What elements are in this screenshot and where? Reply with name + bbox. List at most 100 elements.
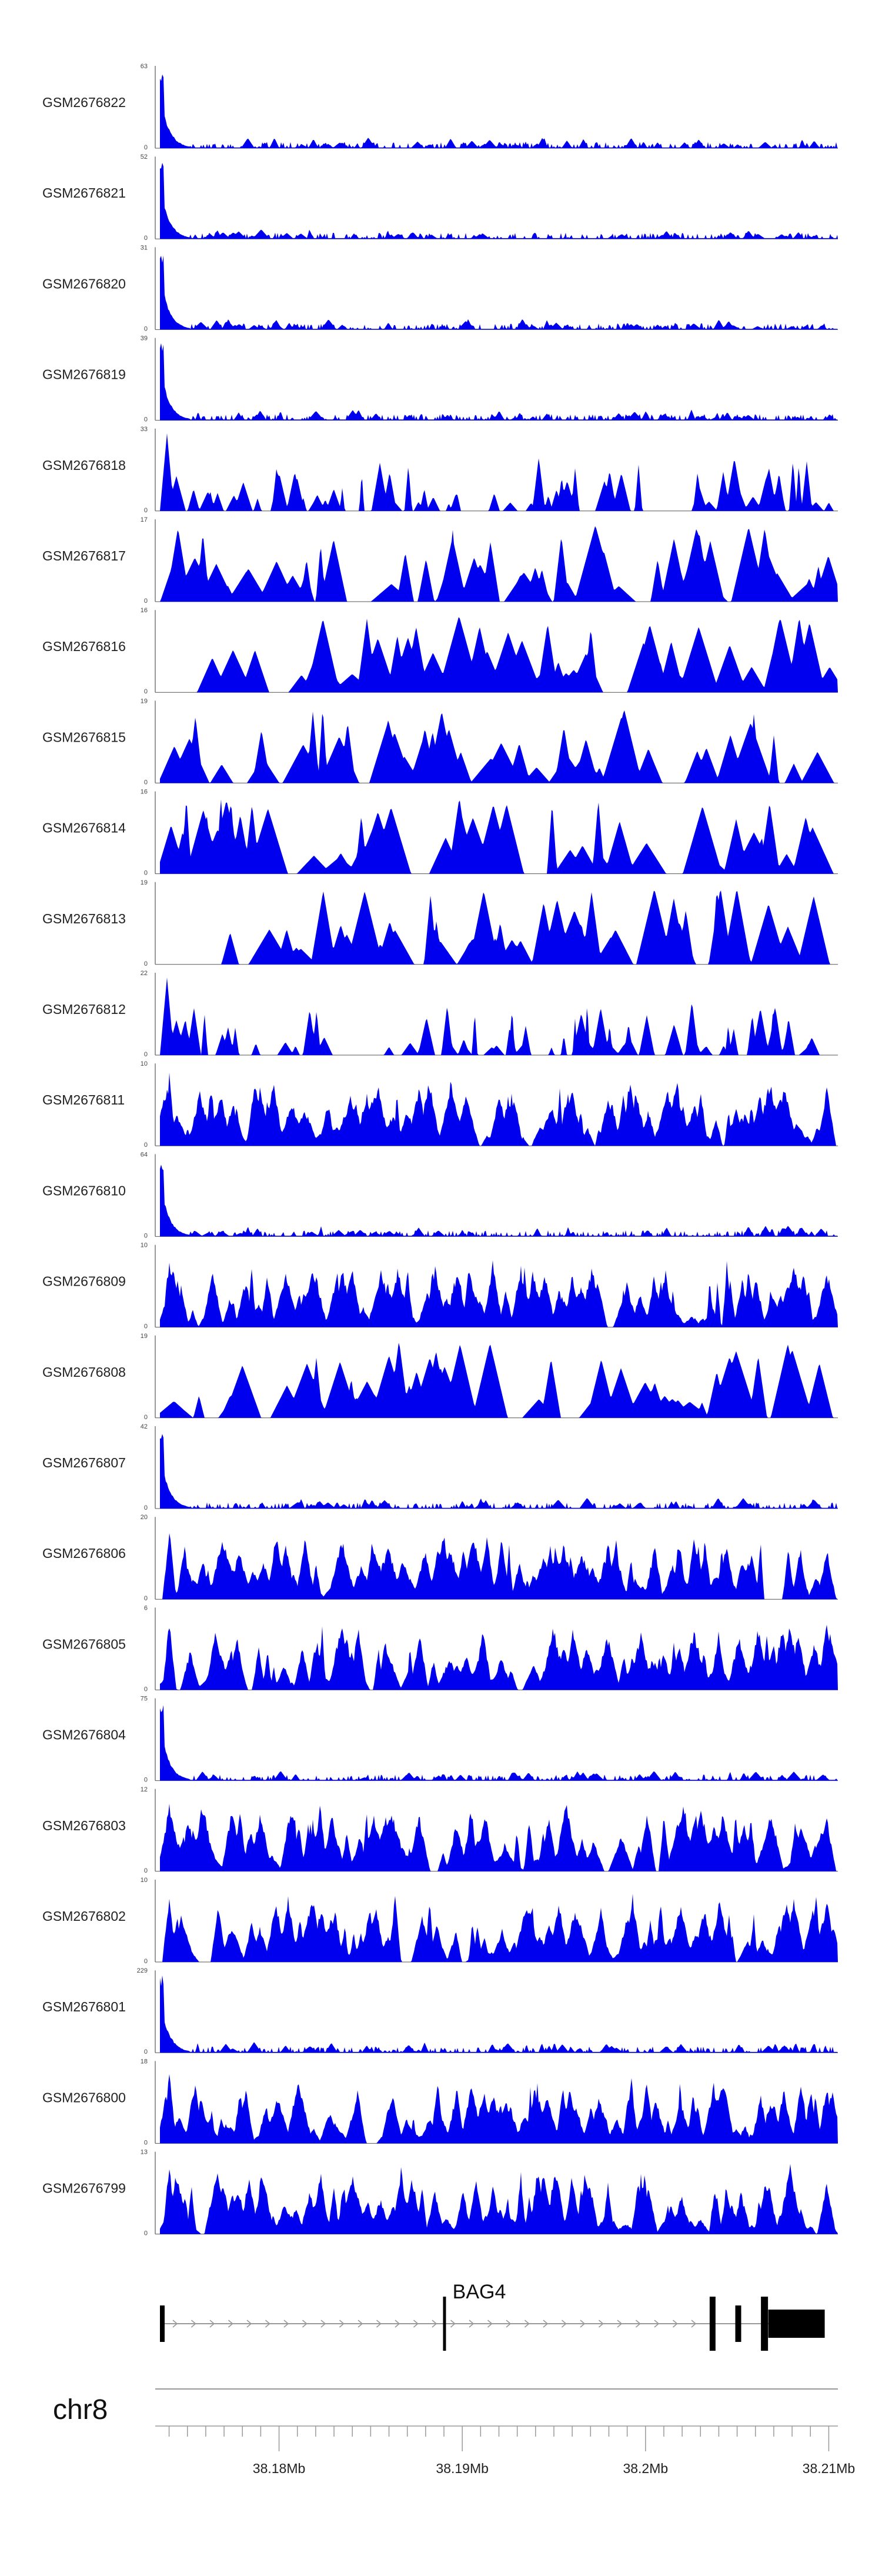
y-max-label: 10 bbox=[141, 1242, 148, 1249]
track-GSM2676812: GSM2676812 22 0 bbox=[42, 970, 838, 1058]
strand-arrow bbox=[506, 2320, 512, 2328]
y-min-label: 0 bbox=[144, 325, 148, 332]
y-max-label: 64 bbox=[141, 1151, 148, 1158]
y-max-label: 33 bbox=[141, 426, 148, 433]
y-min-label: 0 bbox=[144, 2139, 148, 2146]
track-GSM2676822: GSM2676822 63 0 bbox=[42, 63, 838, 151]
strand-arrow bbox=[283, 2320, 289, 2328]
coverage-area bbox=[160, 1975, 838, 2053]
y-min-label: 0 bbox=[144, 416, 148, 423]
gene-exon bbox=[160, 2305, 165, 2342]
strand-arrow bbox=[654, 2320, 660, 2328]
y-max-label: 6 bbox=[144, 1604, 148, 1611]
strand-arrow bbox=[376, 2320, 382, 2328]
track-GSM2676800: GSM2676800 18 0 bbox=[42, 2058, 838, 2146]
y-max-label: 12 bbox=[141, 1786, 148, 1793]
track-GSM2676802: GSM2676802 10 0 bbox=[42, 1877, 838, 1965]
track-label: GSM2676807 bbox=[42, 1455, 126, 1470]
coverage-area bbox=[160, 1894, 838, 1962]
tick-label: 38.21Mb bbox=[803, 2461, 856, 2476]
y-min-label: 0 bbox=[144, 2230, 148, 2237]
track-label: GSM2676801 bbox=[42, 1999, 126, 2014]
track-label: GSM2676817 bbox=[42, 548, 126, 563]
y-min-label: 0 bbox=[144, 1777, 148, 1784]
y-max-label: 39 bbox=[141, 335, 148, 342]
y-max-label: 42 bbox=[141, 1423, 148, 1430]
track-label: GSM2676822 bbox=[42, 95, 126, 110]
y-min-label: 0 bbox=[144, 1414, 148, 1421]
track-GSM2676799: GSM2676799 13 0 bbox=[42, 2149, 838, 2237]
tick-label: 38.2Mb bbox=[623, 2461, 668, 2476]
y-min-label: 0 bbox=[144, 235, 148, 242]
y-max-label: 19 bbox=[141, 1333, 148, 1340]
y-min-label: 0 bbox=[144, 1595, 148, 1602]
track-GSM2676808: GSM2676808 19 0 bbox=[42, 1333, 838, 1421]
y-max-label: 16 bbox=[141, 607, 148, 614]
track-label: GSM2676799 bbox=[42, 2181, 126, 2196]
bag4-gene-model bbox=[160, 2297, 825, 2351]
strand-arrow bbox=[561, 2320, 567, 2328]
coverage-area bbox=[160, 2164, 838, 2234]
gene-exon bbox=[443, 2297, 446, 2351]
track-GSM2676804: GSM2676804 75 0 bbox=[42, 1696, 838, 1784]
gene-exon bbox=[709, 2297, 716, 2351]
strand-arrow bbox=[246, 2320, 252, 2328]
track-GSM2676815: GSM2676815 19 0 bbox=[42, 698, 838, 786]
y-max-label: 229 bbox=[137, 1967, 148, 1974]
strand-arrow bbox=[672, 2320, 678, 2328]
y-max-label: 52 bbox=[141, 154, 148, 161]
strand-arrow bbox=[413, 2320, 419, 2328]
coverage-area bbox=[160, 74, 838, 148]
strand-arrow bbox=[598, 2320, 604, 2328]
coverage-area bbox=[160, 433, 838, 511]
track-GSM2676820: GSM2676820 31 0 bbox=[42, 244, 838, 332]
track-label: GSM2676820 bbox=[42, 276, 126, 291]
track-label: GSM2676802 bbox=[42, 1908, 126, 1924]
track-label: GSM2676809 bbox=[42, 1274, 126, 1289]
coverage-area bbox=[160, 1434, 838, 1509]
y-max-label: 10 bbox=[141, 1877, 148, 1884]
y-max-label: 31 bbox=[141, 244, 148, 251]
strand-arrow bbox=[617, 2320, 623, 2328]
coverage-area bbox=[160, 1343, 838, 1418]
strand-arrow bbox=[320, 2320, 326, 2328]
track-label: GSM2676821 bbox=[42, 185, 126, 201]
track-label: GSM2676811 bbox=[42, 1092, 125, 1107]
coverage-area bbox=[160, 617, 838, 693]
track-label: GSM2676812 bbox=[42, 1002, 126, 1017]
strand-arrow bbox=[469, 2320, 475, 2328]
track-label: GSM2676808 bbox=[42, 1364, 126, 1380]
tick-label: 38.18Mb bbox=[253, 2461, 306, 2476]
y-max-label: 22 bbox=[141, 970, 148, 977]
gene-track: BAG4 bbox=[160, 2281, 825, 2351]
track-GSM2676819: GSM2676819 39 0 bbox=[42, 335, 838, 423]
y-min-label: 0 bbox=[144, 598, 148, 605]
track-GSM2676805: GSM2676805 6 0 bbox=[42, 1604, 838, 1693]
y-min-label: 0 bbox=[144, 1051, 148, 1058]
y-min-label: 0 bbox=[144, 960, 148, 967]
coverage-area bbox=[160, 890, 838, 965]
coverage-area bbox=[160, 343, 838, 421]
coverage-area bbox=[160, 1260, 838, 1327]
track-label: GSM2676810 bbox=[42, 1183, 126, 1198]
y-max-label: 19 bbox=[141, 879, 148, 886]
strand-arrow bbox=[543, 2320, 549, 2328]
y-max-label: 10 bbox=[141, 1060, 148, 1067]
coverage-area bbox=[160, 977, 838, 1055]
gene-exon bbox=[761, 2297, 769, 2351]
coverage-area bbox=[160, 2074, 838, 2144]
strand-arrow bbox=[228, 2320, 233, 2328]
y-max-label: 16 bbox=[141, 789, 148, 796]
strand-arrow bbox=[691, 2320, 697, 2328]
coverage-area bbox=[160, 1705, 838, 1781]
coverage-area bbox=[160, 1164, 838, 1237]
gene-exon bbox=[768, 2310, 825, 2338]
axis-ticks: 38.18Mb 38.19Mb 38.2Mb 38.21Mb bbox=[155, 2388, 856, 2476]
track-GSM2676821: GSM2676821 52 0 bbox=[42, 154, 838, 242]
track-label: GSM2676819 bbox=[42, 367, 126, 382]
strand-arrow bbox=[432, 2320, 437, 2328]
strand-arrow bbox=[580, 2320, 586, 2328]
strand-arrow bbox=[209, 2320, 215, 2328]
strand-arrow bbox=[172, 2320, 178, 2328]
